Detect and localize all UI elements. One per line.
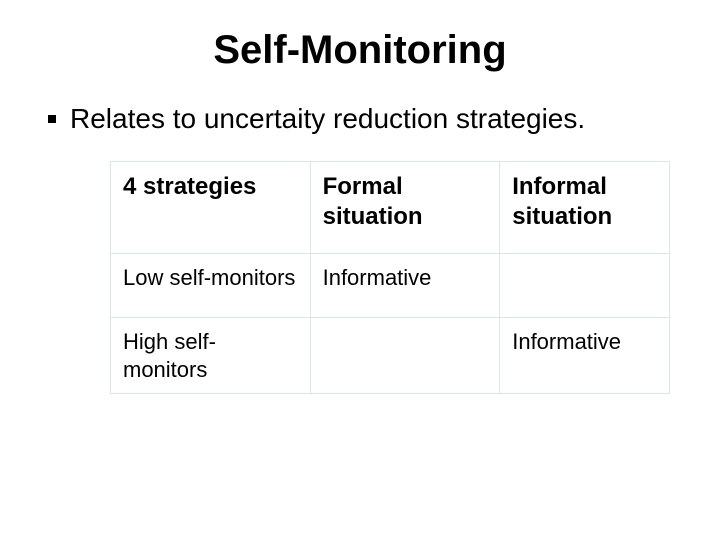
table-cell: Informative <box>310 254 500 318</box>
table-cell: High self-monitors <box>111 318 311 394</box>
table-cell: Low self-monitors <box>111 254 311 318</box>
table-cell: Informative <box>500 318 670 394</box>
table-header-row: 4 strategies Formal situation Informal s… <box>111 162 670 254</box>
table-cell <box>310 318 500 394</box>
table-header-cell: Informal situation <box>500 162 670 254</box>
bullet-item: Relates to uncertaity reduction strategi… <box>48 101 680 137</box>
table-row: Low self-monitors Informative <box>111 254 670 318</box>
strategies-table: 4 strategies Formal situation Informal s… <box>110 161 670 394</box>
slide: Self-Monitoring Relates to uncertaity re… <box>0 0 720 540</box>
bullet-icon <box>48 115 56 123</box>
bullet-text: Relates to uncertaity reduction strategi… <box>70 101 585 137</box>
table-row: High self-monitors Informative <box>111 318 670 394</box>
slide-title: Self-Monitoring <box>40 28 680 73</box>
table-header-cell: Formal situation <box>310 162 500 254</box>
table-cell <box>500 254 670 318</box>
table-header-cell: 4 strategies <box>111 162 311 254</box>
